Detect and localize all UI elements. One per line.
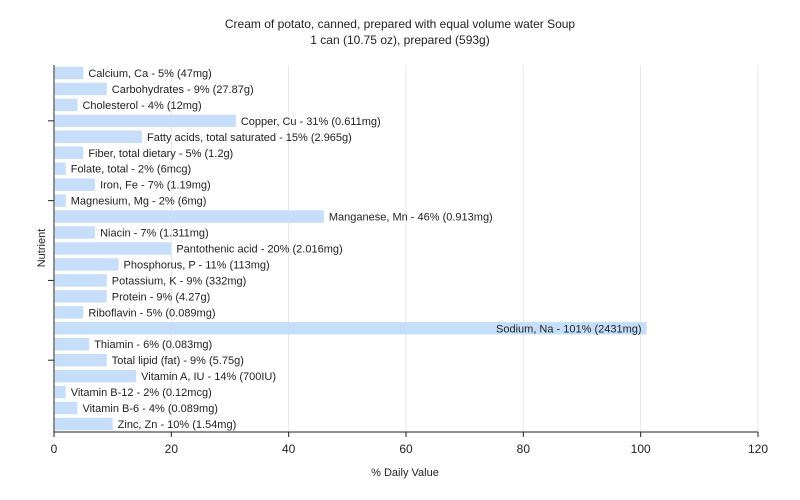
x-axis-title: % Daily Value [371, 467, 439, 479]
bar-label: Iron, Fe - 7% (1.19mg) [100, 180, 211, 192]
bar-label: Manganese, Mn - 46% (0.913mg) [329, 212, 493, 224]
bar-label: Zinc, Zn - 10% (1.54mg) [118, 419, 237, 431]
bar [55, 290, 107, 303]
bar [55, 401, 78, 415]
bar [55, 82, 107, 96]
bar-label: Carbohydrates - 9% (27.87g) [112, 84, 254, 96]
x-tick-label: 40 [282, 442, 296, 456]
y-axis-title: Nutrient [36, 229, 48, 268]
axes: 0 20 40 60 80 100 120 [48, 65, 768, 456]
x-tick-label: 20 [165, 442, 179, 456]
bar-label: Thiamin - 6% (0.083mg) [94, 339, 212, 351]
bar [55, 130, 142, 144]
bar-label: Folate, total - 2% (6mcg) [71, 164, 191, 176]
bar-label: Vitamin B-12 - 2% (0.12mcg) [71, 387, 212, 399]
x-tick-label: 100 [631, 442, 651, 456]
bar-label: Cholesterol - 4% (12mg) [82, 100, 201, 112]
bar-label: Sodium, Na - 101% (2431mg) [496, 323, 642, 335]
bar [55, 338, 90, 351]
bar [55, 194, 66, 207]
bars: Calcium, Ca - 5% (47mg) Carbohydrates - 9… [55, 66, 647, 431]
bar-label: Protein - 9% (4.27g) [112, 291, 210, 303]
bar-label: Calcium, Ca - 5% (47mg) [88, 68, 211, 80]
x-tick-label: 0 [51, 442, 58, 456]
bar [55, 258, 119, 271]
bar-label: Fatty acids, total saturated - 15% (2.96… [147, 132, 352, 144]
bar-label: Riboflavin - 5% (0.089mg) [88, 307, 215, 319]
bar-label: Vitamin A, IU - 14% (700IU) [141, 371, 276, 383]
x-tick-label: 80 [517, 442, 531, 456]
bar [55, 98, 78, 112]
bar [55, 210, 324, 223]
chart-title: Cream of potato, canned, prepared with e… [224, 17, 576, 31]
bar [55, 178, 96, 191]
bar [55, 226, 96, 239]
bar-label: Fiber, total dietary - 5% (1.2g) [88, 148, 233, 160]
bar [55, 385, 66, 399]
bar [55, 162, 66, 175]
bar [55, 114, 236, 128]
bar-label: Vitamin B-6 - 4% (0.089mg) [82, 403, 218, 415]
bar [55, 146, 84, 159]
bar [55, 242, 172, 255]
x-tick-label: 120 [748, 442, 768, 456]
bar-label: Total lipid (fat) - 9% (5.75g) [112, 355, 244, 367]
bar [55, 353, 107, 367]
bar [55, 369, 137, 383]
bar-label: Potassium, K - 9% (332mg) [112, 275, 247, 287]
bar-label: Pantothenic acid - 20% (2.016mg) [176, 244, 342, 256]
bar [55, 274, 107, 287]
chart-subtitle: 1 can (10.75 oz), prepared (593g) [310, 33, 490, 47]
chart-title-block: Cream of potato, canned, prepared with e… [0, 16, 800, 48]
bar-label: Phosphorus, P - 11% (113mg) [124, 259, 270, 271]
bar-label: Niacin - 7% (1.311mg) [100, 228, 209, 240]
x-tick-label: 60 [399, 442, 413, 456]
bar [55, 322, 647, 335]
bar-label: Copper, Cu - 31% (0.611mg) [241, 116, 381, 128]
bar [55, 306, 84, 319]
bar [55, 417, 113, 431]
bar [55, 66, 84, 80]
bar-label: Magnesium, Mg - 2% (6mg) [71, 196, 207, 208]
